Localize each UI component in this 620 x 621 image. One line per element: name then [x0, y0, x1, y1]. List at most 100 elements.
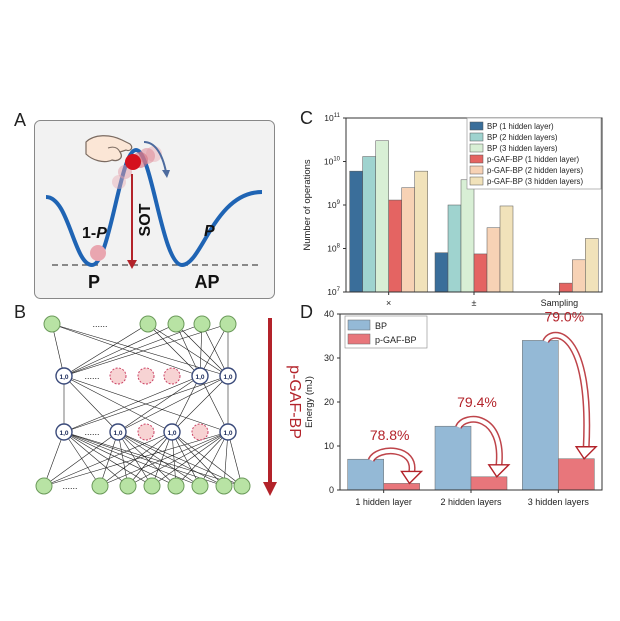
network-edge	[117, 431, 129, 487]
legend-entry: p-GAF-BP	[375, 335, 417, 345]
ellipsis-label: ......	[92, 319, 107, 329]
output-node	[139, 315, 157, 333]
network-edge	[63, 375, 173, 433]
bar-c	[585, 238, 599, 293]
legend-swatch	[469, 143, 484, 153]
input-node	[233, 477, 251, 495]
input-node	[215, 477, 233, 495]
network-edge	[99, 431, 229, 487]
network-edge	[117, 431, 177, 487]
legend-swatch	[347, 333, 371, 345]
input-node	[167, 477, 185, 495]
node-value-label: 1,0	[59, 430, 68, 437]
reduction-arrowhead	[400, 470, 424, 485]
legend-box	[466, 117, 602, 190]
dropped-node	[191, 423, 209, 441]
y-tick-label: 1011	[324, 113, 340, 123]
left-well-ball	[90, 245, 106, 261]
network-edge	[117, 431, 243, 487]
y-tick-label: 109	[327, 200, 340, 210]
network-edge	[223, 431, 229, 487]
network-edge	[171, 375, 201, 433]
network-edge	[51, 323, 201, 377]
legend-swatch	[347, 319, 371, 331]
ellipsis-label: ......	[62, 481, 77, 491]
legend-swatch	[469, 154, 484, 164]
reduction-percent: 78.8%	[370, 427, 410, 443]
p-right-label: P	[204, 223, 215, 240]
network-edge	[63, 323, 177, 377]
reduction-arrowhead	[574, 446, 598, 460]
y-tick-label: 10	[324, 441, 334, 451]
network-edge	[63, 431, 177, 487]
legend-entry: BP (1 hidden layer)	[487, 122, 554, 131]
bar-c	[414, 170, 428, 293]
network-edge	[63, 375, 201, 433]
network-edge	[171, 431, 225, 487]
reduction-percent: 79.0%	[544, 308, 584, 324]
ellipsis-label: ......	[84, 371, 99, 381]
network-edge	[43, 431, 173, 487]
network-edge	[99, 431, 119, 487]
motion-arrow	[143, 141, 167, 173]
state-p-label: P	[88, 272, 100, 292]
bar-d	[383, 483, 420, 491]
input-node	[35, 477, 53, 495]
bar-d	[470, 476, 508, 491]
network-edge	[199, 323, 229, 377]
input-node	[91, 477, 109, 495]
hidden-node	[55, 423, 73, 441]
state-ap-label: AP	[194, 272, 219, 292]
x-tick-label: ±	[472, 298, 477, 308]
legend-swatch	[469, 132, 484, 142]
network-edge	[43, 431, 229, 487]
y-axis-label: Number of operations	[302, 159, 313, 251]
network-edge	[199, 431, 229, 487]
legend-entry: p-GAF-BP (2 hidden layers)	[487, 166, 583, 175]
sot-label: SOT	[137, 203, 154, 236]
y-tick-label: 0	[329, 485, 334, 495]
bar-c	[572, 259, 586, 293]
network-edge	[63, 431, 101, 487]
x-tick-label: 2 hidden layers	[440, 497, 502, 507]
dropped-node	[109, 367, 127, 385]
legend-entry: BP	[375, 321, 387, 331]
network-edge	[63, 431, 225, 487]
network-edge	[63, 431, 201, 487]
bar-c	[559, 282, 573, 293]
y-tick-label: 107	[327, 287, 340, 297]
panel-label-d: D	[300, 302, 313, 322]
output-node	[167, 315, 185, 333]
reduction-arrowhead	[487, 464, 511, 478]
network-edge	[63, 431, 129, 487]
x-tick-label: 3 hidden layers	[528, 497, 590, 507]
output-node	[43, 315, 61, 333]
network-edge	[175, 323, 201, 377]
hand-icon	[85, 135, 133, 163]
node-value-label: 1,0	[223, 374, 232, 381]
hidden-node	[163, 423, 181, 441]
network-edge	[51, 323, 229, 377]
legend-entry: p-GAF-BP (1 hidden layer)	[487, 155, 580, 164]
legend-swatch	[469, 176, 484, 186]
network-edge	[51, 323, 65, 377]
network-edge	[63, 323, 149, 377]
legend-swatch	[469, 121, 484, 131]
bar-c	[499, 205, 514, 293]
panel-a-energy-landscape: SOT 1-P P P AP	[34, 120, 275, 299]
reduction-percent: 79.4%	[457, 394, 497, 410]
bar-c	[362, 156, 376, 293]
network-edge	[175, 323, 229, 377]
bar-d	[558, 458, 595, 491]
network-edge	[127, 431, 173, 487]
panel-label-b: B	[14, 302, 27, 322]
bar-d	[347, 458, 384, 491]
y-axis-label: Energy (mJ)	[304, 376, 315, 428]
network-edge	[43, 431, 65, 487]
network-edge	[63, 431, 243, 487]
hidden-node	[109, 423, 127, 441]
bar-c	[486, 227, 501, 293]
x-tick-label: Sampling	[541, 298, 579, 308]
reduction-arrow-inner	[543, 333, 589, 449]
y-tick-label: 1010	[324, 157, 341, 167]
